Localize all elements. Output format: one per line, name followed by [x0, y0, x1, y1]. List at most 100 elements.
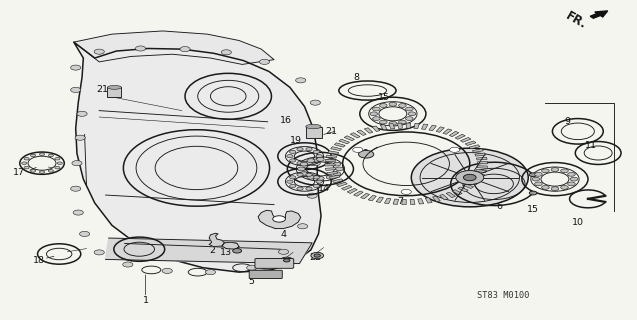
Polygon shape: [222, 242, 239, 249]
Ellipse shape: [94, 250, 104, 255]
Polygon shape: [347, 188, 357, 193]
Ellipse shape: [406, 107, 413, 111]
Polygon shape: [473, 149, 483, 152]
Polygon shape: [341, 185, 352, 190]
Polygon shape: [372, 126, 380, 132]
Ellipse shape: [71, 87, 81, 92]
Ellipse shape: [333, 172, 341, 176]
Ellipse shape: [317, 157, 324, 161]
Polygon shape: [393, 199, 399, 204]
Ellipse shape: [310, 100, 320, 105]
Ellipse shape: [123, 262, 133, 267]
Ellipse shape: [283, 259, 290, 262]
Polygon shape: [440, 194, 448, 200]
Ellipse shape: [412, 148, 528, 207]
Ellipse shape: [289, 150, 296, 154]
Ellipse shape: [389, 102, 397, 106]
Text: 14: 14: [318, 184, 329, 193]
Ellipse shape: [247, 265, 257, 270]
Ellipse shape: [389, 122, 397, 125]
Text: 18: 18: [33, 256, 45, 265]
Text: 6: 6: [497, 202, 503, 211]
Ellipse shape: [300, 162, 308, 166]
Ellipse shape: [71, 186, 81, 191]
Ellipse shape: [333, 162, 341, 166]
Polygon shape: [385, 198, 391, 204]
Text: 21: 21: [326, 127, 337, 136]
Ellipse shape: [313, 150, 320, 154]
Ellipse shape: [77, 111, 87, 116]
Polygon shape: [364, 128, 373, 133]
Polygon shape: [476, 170, 487, 172]
Ellipse shape: [380, 120, 387, 124]
Text: 10: 10: [572, 218, 584, 227]
Ellipse shape: [370, 112, 378, 116]
Ellipse shape: [317, 177, 324, 180]
Polygon shape: [402, 199, 406, 204]
Text: 16: 16: [280, 116, 292, 125]
Polygon shape: [475, 153, 485, 156]
Ellipse shape: [532, 177, 540, 181]
Ellipse shape: [48, 154, 54, 157]
Polygon shape: [329, 175, 340, 179]
Polygon shape: [443, 129, 452, 134]
Polygon shape: [455, 134, 465, 139]
Ellipse shape: [316, 180, 322, 183]
Ellipse shape: [568, 172, 575, 176]
Polygon shape: [449, 131, 459, 137]
Polygon shape: [436, 127, 445, 132]
Ellipse shape: [280, 257, 293, 264]
Polygon shape: [328, 151, 339, 154]
Polygon shape: [74, 42, 321, 272]
Polygon shape: [368, 195, 376, 201]
Text: FR.: FR.: [564, 9, 589, 32]
Polygon shape: [389, 124, 395, 129]
Ellipse shape: [326, 175, 334, 179]
Ellipse shape: [205, 270, 215, 275]
Ellipse shape: [380, 104, 387, 108]
Ellipse shape: [287, 180, 293, 183]
Ellipse shape: [464, 174, 476, 181]
Polygon shape: [458, 187, 468, 192]
Ellipse shape: [136, 46, 146, 51]
FancyArrow shape: [590, 11, 608, 18]
Text: 21: 21: [96, 85, 108, 94]
Ellipse shape: [311, 252, 324, 259]
Polygon shape: [74, 31, 274, 64]
Polygon shape: [418, 199, 424, 204]
Ellipse shape: [55, 157, 60, 160]
Ellipse shape: [541, 186, 549, 189]
Polygon shape: [474, 173, 485, 177]
Text: 1: 1: [143, 296, 148, 305]
Ellipse shape: [568, 182, 575, 186]
Polygon shape: [469, 145, 480, 149]
Ellipse shape: [22, 162, 27, 164]
Ellipse shape: [406, 117, 413, 121]
Ellipse shape: [307, 193, 317, 198]
Text: 11: 11: [585, 141, 596, 150]
Polygon shape: [463, 184, 473, 188]
Ellipse shape: [289, 176, 296, 179]
Ellipse shape: [306, 187, 312, 190]
Ellipse shape: [259, 59, 269, 64]
Ellipse shape: [529, 173, 537, 177]
Ellipse shape: [534, 172, 542, 176]
Text: 22: 22: [278, 258, 290, 267]
Ellipse shape: [55, 166, 60, 169]
Ellipse shape: [529, 191, 537, 195]
Ellipse shape: [48, 170, 54, 172]
Ellipse shape: [316, 155, 322, 158]
Text: 20: 20: [227, 242, 239, 251]
Ellipse shape: [162, 268, 173, 273]
Ellipse shape: [289, 159, 296, 162]
Ellipse shape: [310, 161, 320, 166]
Ellipse shape: [296, 78, 306, 83]
Ellipse shape: [551, 168, 559, 172]
Polygon shape: [336, 182, 347, 187]
Ellipse shape: [314, 254, 320, 257]
Ellipse shape: [312, 129, 322, 134]
Ellipse shape: [307, 159, 315, 163]
Ellipse shape: [80, 231, 90, 236]
Polygon shape: [465, 141, 476, 145]
Polygon shape: [446, 192, 455, 197]
